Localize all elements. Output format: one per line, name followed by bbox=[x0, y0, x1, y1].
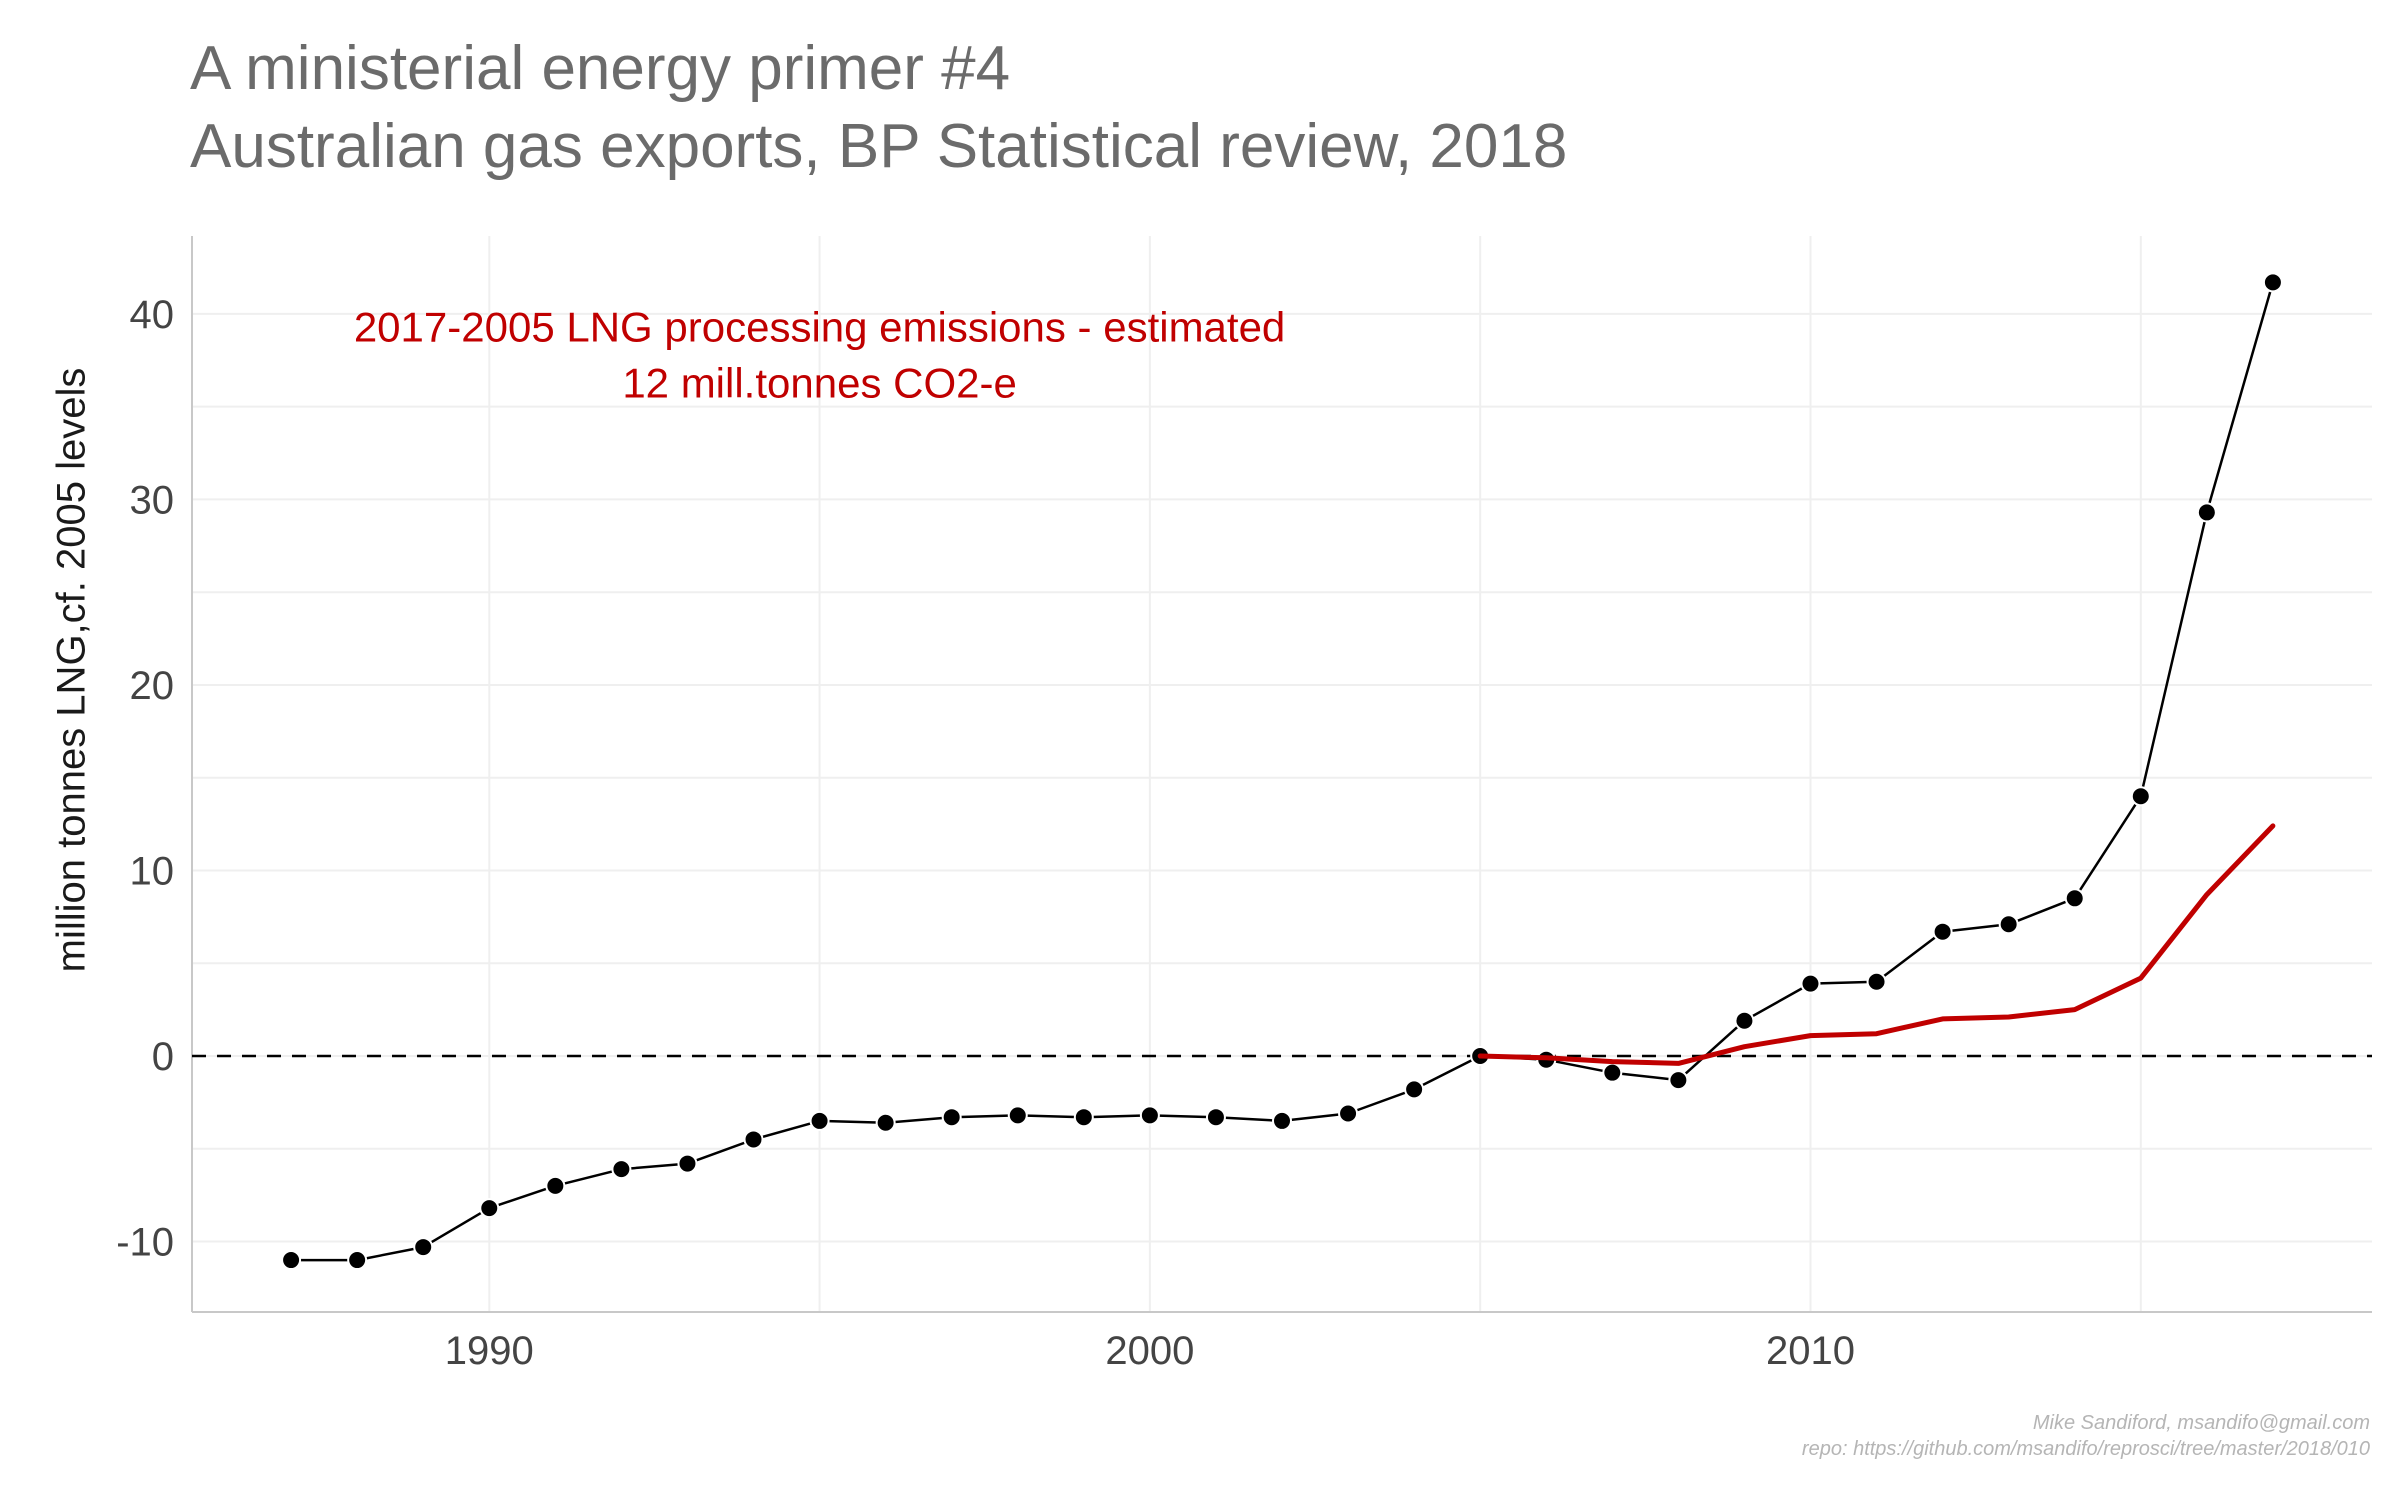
data-point bbox=[1866, 971, 1887, 992]
caption: Mike Sandiford, msandifo@gmail.com repo:… bbox=[1802, 1410, 2370, 1462]
data-point bbox=[1668, 1070, 1689, 1091]
data-point bbox=[479, 1198, 500, 1219]
data-point bbox=[1602, 1062, 1623, 1083]
data-point bbox=[281, 1250, 302, 1271]
caption-repo: repo: https://github.com/msandifo/repros… bbox=[1801, 1438, 2370, 1460]
data-point bbox=[2196, 502, 2217, 523]
annotation-line-2: 12 mill.tonnes CO2-e bbox=[622, 360, 1017, 407]
data-point bbox=[875, 1112, 896, 1133]
data-point bbox=[2262, 272, 2283, 293]
data-point bbox=[2064, 888, 2085, 909]
annotation-group: 2017-2005 LNG processing emissions - est… bbox=[354, 304, 1285, 407]
series-line-2 bbox=[1477, 823, 2276, 1066]
y-tick-label: 40 bbox=[130, 293, 175, 337]
y-tick-label: 10 bbox=[130, 849, 175, 893]
data-point bbox=[413, 1237, 434, 1258]
data-point bbox=[1932, 921, 1953, 942]
caption-author: Mike Sandiford, msandifo@gmail.com bbox=[2032, 1412, 2370, 1434]
y-tick-label: -10 bbox=[116, 1221, 174, 1265]
annotation-line-1: 2017-2005 LNG processing emissions - est… bbox=[354, 304, 1285, 351]
data-point bbox=[1139, 1105, 1160, 1126]
data-point bbox=[809, 1110, 830, 1131]
data-point bbox=[1734, 1010, 1755, 1031]
data-point bbox=[611, 1159, 632, 1180]
data-point bbox=[2130, 786, 2151, 807]
chart-title: A ministerial energy primer #4 bbox=[190, 34, 1011, 103]
chart-title-block: A ministerial energy primer #4 Australia… bbox=[190, 30, 1567, 186]
y-tick-label: 20 bbox=[130, 664, 175, 708]
data-point bbox=[1007, 1105, 1028, 1126]
data-point bbox=[1404, 1079, 1425, 1100]
data-point bbox=[941, 1107, 962, 1128]
x-tick-label: 2000 bbox=[1105, 1329, 1194, 1373]
x-tick-label: 1990 bbox=[445, 1329, 534, 1373]
y-tick-label: 30 bbox=[130, 478, 175, 522]
data-point bbox=[1272, 1110, 1292, 1131]
chart-subtitle: Australian gas exports, BP Statistical r… bbox=[190, 112, 1568, 181]
y-tick-label: 0 bbox=[152, 1035, 174, 1079]
data-point bbox=[347, 1250, 368, 1271]
data-point bbox=[1338, 1103, 1359, 1124]
data-point bbox=[545, 1175, 566, 1196]
tick-labels: 1990 2000 2010 -10 0 10 20 30 40 bbox=[116, 293, 1855, 1373]
data-point bbox=[1073, 1107, 1094, 1128]
data-point bbox=[1998, 914, 2019, 935]
axes bbox=[191, 236, 2372, 1313]
data-point bbox=[1800, 973, 1821, 994]
data-point bbox=[743, 1129, 764, 1150]
data-point bbox=[677, 1153, 698, 1174]
series-group bbox=[281, 272, 2283, 1271]
data-point bbox=[1205, 1107, 1226, 1128]
gridlines bbox=[192, 236, 2372, 1312]
x-tick-label: 2010 bbox=[1766, 1329, 1855, 1373]
